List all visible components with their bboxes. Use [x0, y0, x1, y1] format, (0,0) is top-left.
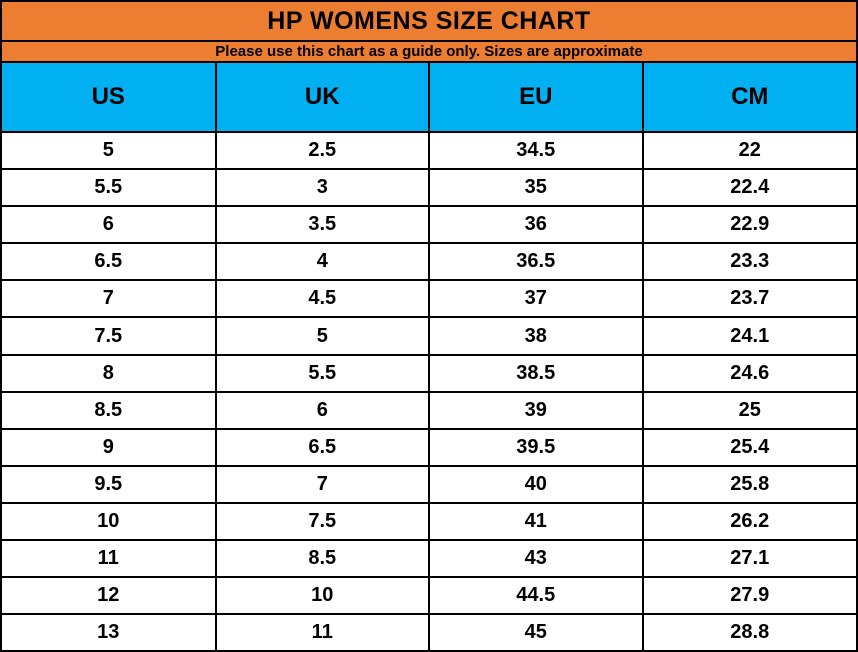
size-cell-us: 9.5	[2, 464, 217, 504]
column-header-eu: EU	[428, 63, 644, 133]
table-body: 5 2.5 34.5 22 5.5 3 35 22.4 6 3.5 36 22.9 6.5 4 36.5 23…	[2, 130, 856, 650]
size-cell-eu: 35	[428, 168, 644, 208]
table-row: 5 2.5 34.5 22	[2, 130, 856, 171]
size-cell-uk: 3.5	[214, 205, 430, 245]
size-cell-cm: 24.1	[641, 316, 856, 356]
size-cell-eu: 39.5	[428, 427, 644, 467]
size-cell-us: 6.5	[2, 242, 217, 282]
table-row: 10 7.5 41 26.2	[2, 501, 856, 542]
column-header-cm: CM	[641, 63, 856, 133]
size-cell-cm: 28.8	[641, 613, 856, 650]
table-row: 13 11 45 28.8	[2, 613, 856, 650]
chart-title: HP WOMENS SIZE CHART	[2, 2, 856, 42]
size-cell-eu: 45	[428, 613, 644, 650]
size-cell-us: 12	[2, 576, 217, 616]
size-cell-uk: 5.5	[214, 353, 430, 393]
size-cell-uk: 10	[214, 576, 430, 616]
table-row: 9 6.5 39.5 25.4	[2, 427, 856, 467]
size-cell-uk: 3	[214, 168, 430, 208]
size-cell-eu: 44.5	[428, 576, 644, 616]
size-cell-cm: 22.4	[641, 168, 856, 208]
size-cell-us: 8.5	[2, 390, 217, 430]
table-row: 8.5 6 39 25	[2, 390, 856, 430]
size-cell-us: 5	[2, 130, 217, 171]
size-cell-us: 8	[2, 353, 217, 393]
table-row: 7 4.5 37 23.7	[2, 279, 856, 319]
size-cell-uk: 11	[214, 613, 430, 650]
size-cell-eu: 38	[428, 316, 644, 356]
size-cell-us: 5.5	[2, 168, 217, 208]
size-cell-us: 7	[2, 279, 217, 319]
size-cell-cm: 25.8	[641, 464, 856, 504]
size-cell-uk: 5	[214, 316, 430, 356]
table-row: 5.5 3 35 22.4	[2, 168, 856, 208]
size-cell-us: 11	[2, 539, 217, 579]
table-row: 6 3.5 36 22.9	[2, 205, 856, 245]
size-conversion-table: US UK EU CM 5 2.5 34.5 22 5.5 3 35 22.4 6 3.5 36 22.9 6…	[2, 63, 856, 650]
header-row: US UK EU CM	[2, 63, 856, 133]
size-cell-cm: 24.6	[641, 353, 856, 393]
size-cell-uk: 8.5	[214, 539, 430, 579]
size-cell-eu: 41	[428, 501, 644, 542]
size-cell-uk: 7.5	[214, 501, 430, 542]
size-cell-uk: 6	[214, 390, 430, 430]
table-row: 11 8.5 43 27.1	[2, 539, 856, 579]
size-cell-cm: 22	[641, 130, 856, 171]
table-row: 12 10 44.5 27.9	[2, 576, 856, 616]
size-cell-us: 13	[2, 613, 217, 650]
size-cell-us: 10	[2, 501, 217, 542]
size-cell-cm: 25	[641, 390, 856, 430]
size-cell-cm: 27.1	[641, 539, 856, 579]
chart-subtitle: Please use this chart as a guide only. S…	[2, 42, 856, 63]
size-cell-eu: 36	[428, 205, 644, 245]
size-cell-us: 7.5	[2, 316, 217, 356]
size-cell-cm: 23.3	[641, 242, 856, 282]
table-row: 7.5 5 38 24.1	[2, 316, 856, 356]
size-cell-eu: 37	[428, 279, 644, 319]
size-cell-us: 9	[2, 427, 217, 467]
table-row: 8 5.5 38.5 24.6	[2, 353, 856, 393]
size-cell-eu: 36.5	[428, 242, 644, 282]
size-cell-eu: 39	[428, 390, 644, 430]
size-cell-eu: 43	[428, 539, 644, 579]
size-cell-uk: 7	[214, 464, 430, 504]
size-cell-uk: 4	[214, 242, 430, 282]
size-cell-cm: 26.2	[641, 501, 856, 542]
table-row: 9.5 7 40 25.8	[2, 464, 856, 504]
size-cell-cm: 23.7	[641, 279, 856, 319]
size-cell-uk: 4.5	[214, 279, 430, 319]
table-header: US UK EU CM	[2, 63, 856, 133]
table-row: 6.5 4 36.5 23.3	[2, 242, 856, 282]
column-header-us: US	[2, 63, 217, 133]
size-cell-cm: 22.9	[641, 205, 856, 245]
size-cell-uk: 6.5	[214, 427, 430, 467]
size-cell-cm: 27.9	[641, 576, 856, 616]
size-cell-eu: 38.5	[428, 353, 644, 393]
size-cell-cm: 25.4	[641, 427, 856, 467]
size-cell-us: 6	[2, 205, 217, 245]
size-cell-eu: 40	[428, 464, 644, 504]
size-cell-uk: 2.5	[214, 130, 430, 171]
size-cell-eu: 34.5	[428, 130, 644, 171]
column-header-uk: UK	[214, 63, 430, 133]
